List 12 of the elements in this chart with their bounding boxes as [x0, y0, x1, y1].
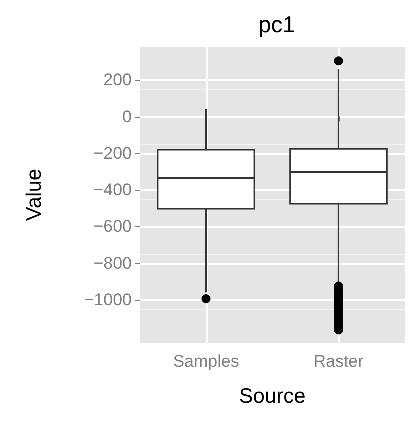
- x-tick-label: Samples: [173, 352, 240, 371]
- y-axis-title: Value: [23, 168, 46, 222]
- y-tick-label: −1000: [84, 290, 132, 310]
- y-tick-label: −400: [94, 180, 132, 200]
- y-tick-label: −600: [94, 217, 132, 236]
- x-axis-title: Source: [239, 385, 306, 408]
- x-tick-label: Raster: [314, 352, 364, 371]
- y-tick-label: −800: [94, 254, 132, 273]
- y-tick-label: 0: [122, 107, 132, 126]
- chart-title: pc1: [258, 12, 296, 38]
- y-tick-label: −200: [94, 144, 132, 163]
- y-tick-label: 200: [104, 70, 132, 90]
